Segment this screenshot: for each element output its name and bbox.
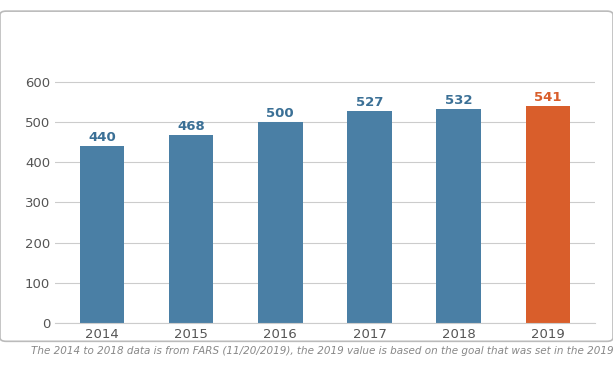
Bar bbox=[525, 106, 570, 323]
Bar bbox=[169, 135, 213, 323]
Text: The 2014 to 2018 data is from FARS (11/20/2019), the 2019 value is based on the : The 2014 to 2018 data is from FARS (11/2… bbox=[31, 346, 613, 356]
Text: 500: 500 bbox=[267, 107, 294, 120]
Bar bbox=[436, 109, 481, 323]
Text: C-7 MOTORCYCLIST FATALITIES (FARS) – FIVE-YEAR ROLLING AVERAGE: C-7 MOTORCYCLIST FATALITIES (FARS) – FIV… bbox=[18, 33, 595, 48]
Bar bbox=[347, 111, 392, 323]
Text: 527: 527 bbox=[356, 96, 383, 109]
Bar bbox=[258, 122, 303, 323]
Text: 541: 541 bbox=[534, 91, 562, 104]
Bar bbox=[80, 147, 124, 323]
Text: 532: 532 bbox=[445, 95, 473, 108]
Text: 440: 440 bbox=[88, 131, 116, 144]
Text: 468: 468 bbox=[177, 120, 205, 133]
